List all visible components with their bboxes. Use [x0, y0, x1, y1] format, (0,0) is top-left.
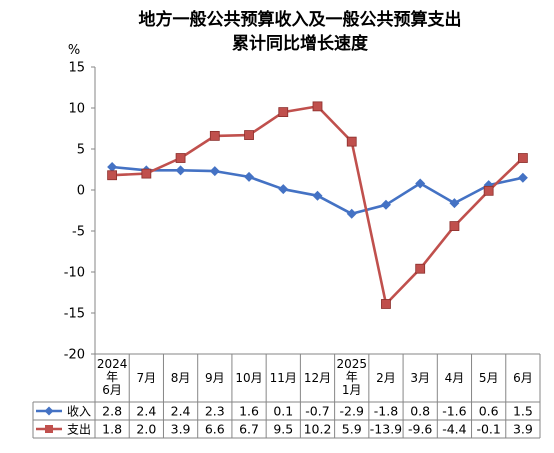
data-point-支出: [312, 101, 323, 112]
table-value-cell: 0.8: [410, 404, 430, 419]
table-value-cell: 2.0: [136, 422, 156, 437]
data-point-支出: [278, 107, 289, 117]
table-value-cell: 6.7: [239, 422, 259, 437]
table-value-cell: 3.9: [171, 422, 191, 437]
y-tick-label: -10: [64, 266, 85, 281]
data-point-收入: [415, 178, 426, 189]
y-tick-label: -15: [64, 307, 85, 322]
x-category-label: 2025: [336, 357, 367, 371]
data-point-收入: [278, 184, 289, 195]
data-point-收入: [517, 172, 528, 183]
table-value-cell: -9.6: [408, 422, 432, 437]
data-point-支出: [415, 263, 426, 274]
data-point-收入: [107, 162, 118, 173]
x-category-label: 3月: [410, 371, 430, 385]
x-category-label: 2月: [376, 371, 396, 385]
table-value-cell: -2.9: [340, 404, 364, 419]
data-point-收入: [346, 208, 357, 219]
y-tick-label: -20: [64, 348, 85, 363]
data-point-支出: [346, 136, 357, 147]
x-category-label: 4月: [445, 371, 465, 385]
series-line-收入: [111, 165, 524, 216]
table-value-cell: -4.4: [442, 422, 466, 437]
series-line-支出: [112, 105, 524, 306]
data-point-支出: [381, 299, 391, 309]
data-point-支出: [483, 185, 494, 196]
legend-series-name: 支出: [67, 423, 91, 437]
data-point-收入: [209, 166, 220, 177]
y-tick-label: -5: [72, 225, 85, 240]
x-category-label: 年: [106, 370, 118, 384]
table-value-cell: 6.6: [205, 422, 225, 437]
table-value-cell: 10.2: [304, 422, 332, 437]
x-category-label: 7月: [137, 371, 157, 385]
y-tick-label: 15: [68, 61, 85, 76]
legend-key-marker-支出: [45, 425, 53, 433]
x-category-label: 6月: [513, 371, 533, 385]
y-axis-unit-label: %: [68, 43, 80, 58]
table-value-cell: 1.8: [102, 422, 122, 437]
table-value-cell: -13.9: [370, 422, 402, 437]
y-tick-label: 5: [77, 143, 85, 158]
table-value-cell: -0.1: [476, 422, 500, 437]
data-point-收入: [380, 199, 391, 210]
table-value-cell: -0.7: [305, 404, 329, 419]
x-category-label: 2024: [97, 357, 128, 371]
data-point-支出: [141, 168, 152, 179]
x-category-label: 6月: [102, 383, 122, 397]
x-category-label: 5月: [479, 371, 499, 385]
table-value-cell: 2.8: [102, 404, 122, 419]
table-value-cell: 2.4: [171, 404, 191, 419]
data-point-支出: [107, 170, 118, 181]
legend-series-name: 收入: [67, 405, 91, 419]
table-value-cell: 1.5: [513, 404, 533, 419]
y-tick-label: 10: [68, 102, 85, 117]
table-value-cell: 0.1: [273, 404, 293, 419]
table-value-cell: 2.4: [136, 404, 156, 419]
data-point-收入: [175, 165, 186, 176]
table-value-cell: -1.8: [374, 404, 398, 419]
data-point-收入: [312, 190, 323, 201]
table-value-cell: 2.3: [205, 404, 225, 419]
chart-title-line2: 累计同比增长速度: [232, 33, 369, 54]
data-point-支出: [209, 130, 220, 141]
data-point-支出: [517, 153, 528, 163]
data-point-收入: [244, 171, 255, 182]
x-category-label: 9月: [205, 371, 225, 385]
x-category-label: 1月: [342, 383, 362, 397]
table-value-cell: 1.6: [239, 404, 259, 419]
y-tick-label: 0: [77, 184, 85, 199]
x-category-label: 11月: [270, 371, 297, 385]
table-value-cell: 9.5: [273, 422, 293, 437]
data-point-支出: [175, 153, 186, 163]
x-category-label: 12月: [304, 371, 331, 385]
data-point-支出: [449, 221, 460, 231]
x-category-label: 8月: [171, 371, 191, 385]
x-category-label: 10月: [235, 371, 262, 385]
data-point-支出: [244, 130, 254, 140]
table-value-cell: -1.6: [442, 404, 466, 419]
data-point-收入: [449, 198, 460, 209]
x-category-label: 年: [346, 370, 358, 384]
table-value-cell: 3.9: [513, 422, 533, 437]
table-value-cell: 5.9: [342, 422, 362, 437]
chart-title-line1: 地方一般公共预算收入及一般公共预算支出: [139, 9, 462, 30]
table-value-cell: 0.6: [479, 404, 499, 419]
legend-key-marker-收入: [44, 406, 54, 416]
